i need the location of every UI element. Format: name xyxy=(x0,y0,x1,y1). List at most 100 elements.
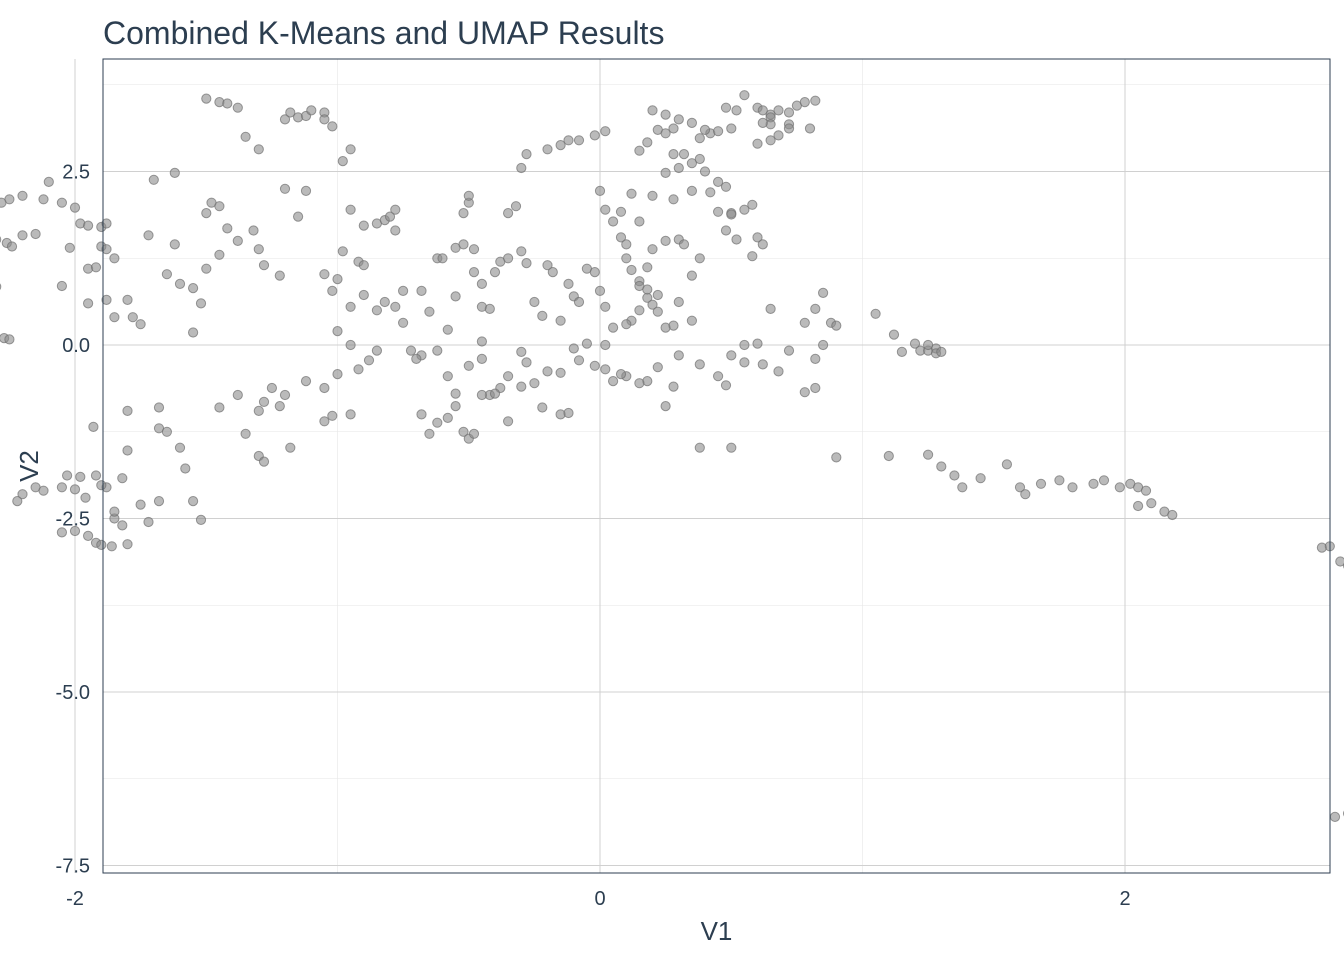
data-point xyxy=(686,270,698,281)
data-point xyxy=(747,199,758,210)
data-point xyxy=(799,317,810,328)
data-point xyxy=(765,135,776,146)
data-point xyxy=(358,289,369,301)
data-point xyxy=(300,185,312,196)
data-point xyxy=(90,470,102,481)
data-point xyxy=(537,402,548,413)
data-point xyxy=(188,496,199,507)
data-point xyxy=(668,123,679,134)
data-point xyxy=(300,376,312,387)
data-point xyxy=(594,185,606,196)
data-point xyxy=(799,387,810,398)
data-point xyxy=(726,442,737,453)
data-point xyxy=(503,416,514,427)
data-point xyxy=(642,137,653,148)
data-point xyxy=(0,283,2,291)
y-tick-label: -5.0 xyxy=(56,682,90,704)
data-point xyxy=(450,388,461,399)
data-point xyxy=(12,496,23,507)
data-point xyxy=(600,301,611,312)
data-point xyxy=(232,389,243,401)
data-point xyxy=(516,346,527,357)
y-tick-label: -2.5 xyxy=(56,509,90,531)
data-point xyxy=(1329,811,1341,823)
data-point xyxy=(489,388,501,399)
data-point xyxy=(1133,500,1144,512)
data-point xyxy=(542,366,553,377)
data-point xyxy=(626,188,637,199)
data-point xyxy=(240,131,251,142)
data-point xyxy=(195,514,207,526)
data-point xyxy=(542,260,553,271)
data-point xyxy=(416,285,427,296)
data-point xyxy=(589,360,600,371)
data-point xyxy=(1020,489,1031,500)
x-tick-label: -2 xyxy=(66,888,84,910)
data-point xyxy=(668,194,679,205)
data-point xyxy=(686,315,698,326)
data-point xyxy=(615,206,627,217)
data-point xyxy=(726,350,737,361)
data-point xyxy=(720,225,732,236)
data-point xyxy=(642,284,653,295)
data-point xyxy=(600,126,611,137)
data-point xyxy=(174,278,186,289)
data-point xyxy=(80,492,91,503)
data-point xyxy=(232,102,243,113)
data-point xyxy=(660,235,671,246)
data-point xyxy=(17,489,28,500)
data-point xyxy=(390,204,401,215)
data-point xyxy=(327,121,338,132)
data-point xyxy=(673,114,684,125)
data-point xyxy=(608,376,619,387)
data-point xyxy=(949,470,960,481)
data-point xyxy=(153,402,165,413)
data-point xyxy=(83,298,94,309)
data-point xyxy=(327,410,338,421)
data-point xyxy=(117,473,128,484)
data-point xyxy=(705,187,716,198)
data-point xyxy=(594,285,606,296)
data-point xyxy=(660,128,671,139)
data-point xyxy=(4,194,15,205)
data-point xyxy=(831,320,842,331)
data-point xyxy=(371,345,382,356)
data-point xyxy=(64,242,75,253)
data-point xyxy=(608,322,619,333)
data-point xyxy=(345,204,356,215)
data-point xyxy=(615,369,627,380)
data-point xyxy=(647,190,658,201)
data-point xyxy=(621,239,632,250)
data-point xyxy=(810,382,821,394)
data-point xyxy=(148,174,159,185)
data-point xyxy=(600,204,611,215)
data-point xyxy=(109,312,120,323)
data-point xyxy=(279,183,291,194)
data-point xyxy=(783,107,795,118)
data-point xyxy=(1114,482,1125,493)
data-point xyxy=(75,471,86,482)
data-point xyxy=(573,135,585,146)
data-point xyxy=(4,334,15,345)
data-point xyxy=(1014,482,1026,493)
data-point xyxy=(248,225,259,236)
data-point xyxy=(327,285,338,296)
data-point xyxy=(752,138,763,149)
data-point xyxy=(458,239,469,250)
data-point xyxy=(468,267,480,278)
data-point xyxy=(432,345,443,356)
data-point xyxy=(143,516,154,528)
data-point xyxy=(56,482,68,493)
data-point xyxy=(503,371,514,382)
data-point xyxy=(398,285,409,296)
data-point xyxy=(337,156,348,167)
data-point xyxy=(332,274,343,285)
data-point xyxy=(634,378,645,389)
data-point xyxy=(468,428,480,439)
data-point xyxy=(332,326,343,337)
data-point xyxy=(384,211,396,222)
data-point xyxy=(345,339,356,351)
data-point xyxy=(673,350,684,361)
data-point xyxy=(555,140,566,151)
data-point xyxy=(285,442,296,453)
